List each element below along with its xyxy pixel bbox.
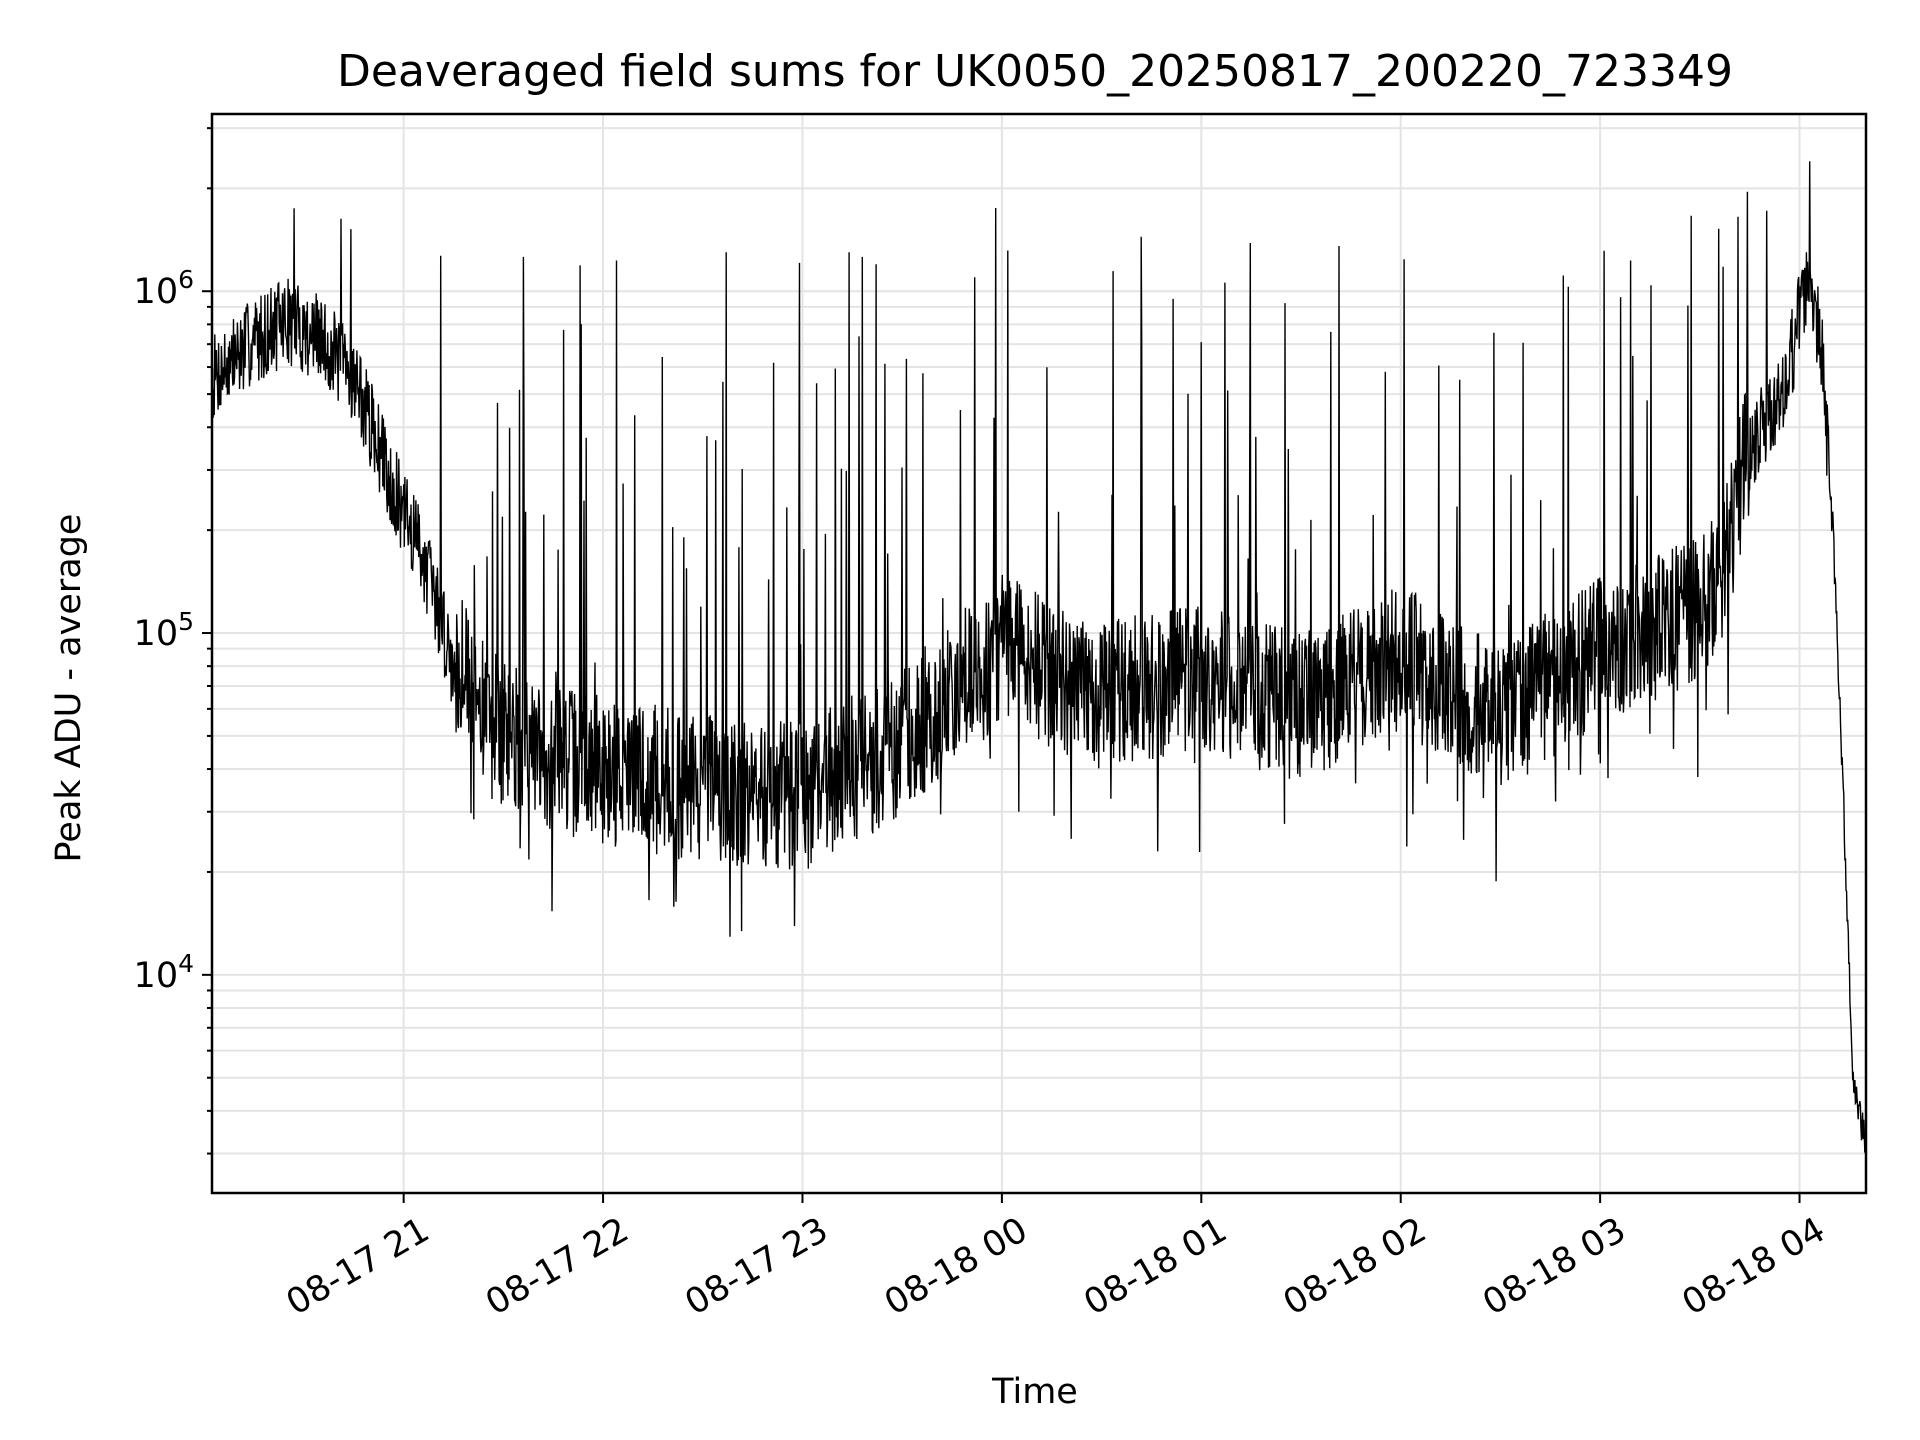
x-tick-label: 08-18 02 — [1277, 1210, 1433, 1323]
series-layer — [211, 161, 1866, 1153]
plot-frame — [210, 112, 1868, 1195]
x-tick-label: 08-17 22 — [479, 1210, 635, 1323]
x-tick-label: 08-18 04 — [1676, 1210, 1832, 1323]
y-tick-label: 104 — [134, 949, 194, 996]
y-tick-label: 106 — [134, 265, 194, 312]
y-axis-label: Peak ADU - average — [49, 514, 89, 863]
x-tick-label: 08-17 23 — [679, 1210, 835, 1323]
x-tick-label: 08-17 21 — [280, 1210, 436, 1323]
x-tick-label: 08-18 03 — [1476, 1210, 1632, 1323]
x-tick-label: 08-18 01 — [1078, 1210, 1234, 1323]
chart-title: Deaveraged field sums for UK0050_2025081… — [337, 46, 1733, 97]
series-line — [211, 161, 1866, 1153]
y-tick-label: 105 — [134, 607, 194, 654]
x-axis-label: Time — [991, 1372, 1078, 1412]
x-tick-label: 08-18 00 — [878, 1210, 1034, 1323]
